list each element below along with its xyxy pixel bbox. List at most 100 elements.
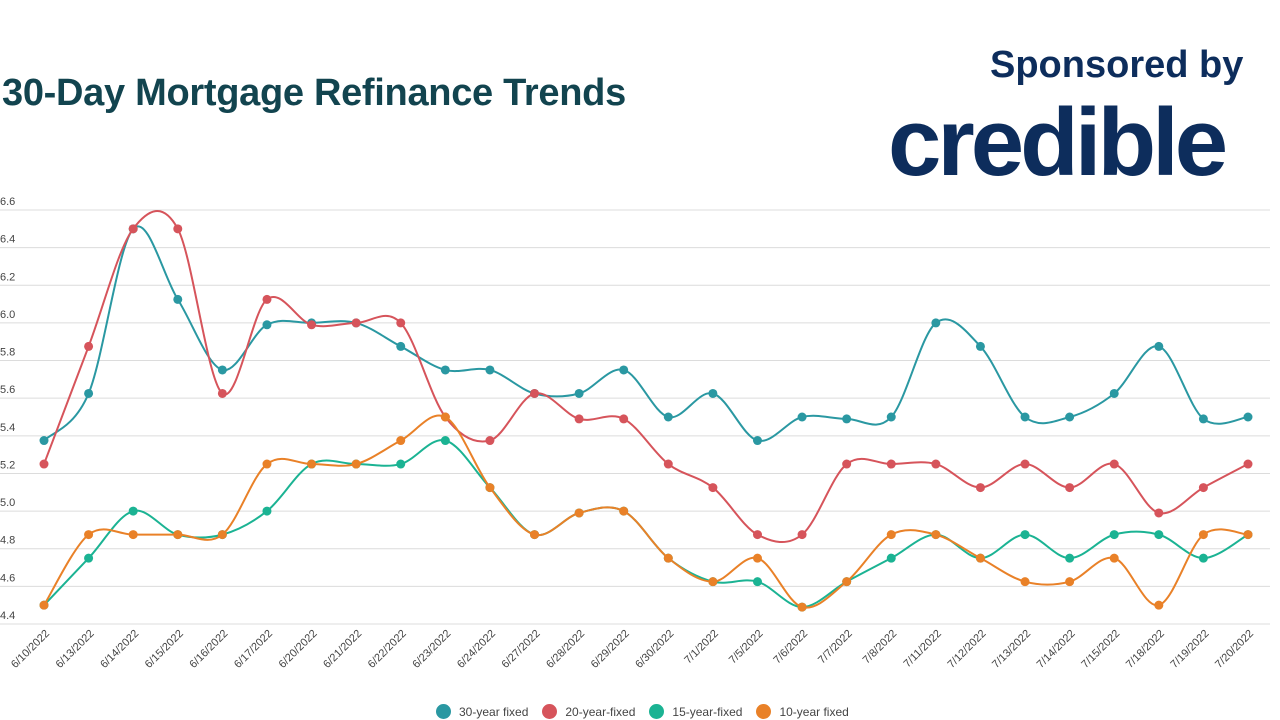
legend-swatch bbox=[649, 704, 665, 719]
data-point bbox=[173, 224, 183, 234]
data-point bbox=[128, 224, 138, 234]
legend-item[interactable]: 15-year-fixed bbox=[649, 704, 742, 719]
y-tick-label: 4.4 bbox=[0, 610, 15, 622]
x-tick-label: 7/6/2022 bbox=[771, 628, 810, 667]
page-title: 30-Day Mortgage Refinance Trends bbox=[2, 72, 626, 114]
data-point bbox=[886, 530, 896, 540]
data-point bbox=[128, 506, 138, 516]
data-point bbox=[1154, 341, 1164, 351]
data-point bbox=[396, 341, 406, 351]
data-point bbox=[842, 577, 852, 587]
data-point bbox=[1154, 530, 1164, 540]
data-point bbox=[1243, 412, 1253, 422]
x-tick-label: 7/18/2022 bbox=[1124, 628, 1167, 671]
x-tick-label: 6/13/2022 bbox=[54, 628, 97, 671]
data-point bbox=[173, 294, 183, 304]
data-point bbox=[440, 365, 450, 375]
x-tick-label: 6/10/2022 bbox=[9, 628, 52, 671]
legend-label: 10-year fixed bbox=[779, 704, 849, 719]
x-tick-label: 7/19/2022 bbox=[1168, 628, 1211, 671]
data-point bbox=[1065, 577, 1075, 587]
data-point bbox=[1065, 483, 1075, 493]
data-point bbox=[1020, 459, 1030, 469]
x-tick-label: 7/12/2022 bbox=[945, 628, 988, 671]
legend-swatch bbox=[542, 704, 558, 719]
series-line-0 bbox=[43, 225, 1249, 442]
data-point bbox=[1198, 483, 1208, 493]
y-tick-label: 6.6 bbox=[0, 196, 15, 208]
x-tick-label: 6/22/2022 bbox=[366, 628, 409, 671]
data-point bbox=[84, 530, 94, 540]
data-point bbox=[1198, 553, 1208, 563]
data-point bbox=[797, 602, 807, 612]
data-point bbox=[1020, 412, 1030, 422]
y-tick-label: 6.2 bbox=[0, 271, 15, 283]
data-point bbox=[485, 436, 495, 446]
data-point bbox=[84, 341, 94, 351]
data-point bbox=[1109, 530, 1119, 540]
x-tick-label: 6/15/2022 bbox=[143, 628, 186, 671]
data-point bbox=[797, 412, 807, 422]
data-point bbox=[39, 600, 49, 610]
data-point bbox=[173, 530, 183, 540]
legend: 30-year fixed 20-year-fixed 15-year-fixed 1… bbox=[436, 704, 849, 719]
data-point bbox=[396, 318, 406, 328]
legend-item[interactable]: 30-year fixed bbox=[436, 704, 528, 719]
data-point bbox=[262, 294, 272, 304]
y-tick-label: 4.6 bbox=[0, 572, 15, 584]
sponsor-text: Sponsored by bbox=[990, 44, 1244, 86]
legend-item[interactable]: 20-year-fixed bbox=[542, 704, 635, 719]
data-point bbox=[663, 412, 673, 422]
legend-item[interactable]: 10-year fixed bbox=[756, 704, 849, 719]
data-point bbox=[351, 459, 361, 469]
data-point bbox=[39, 459, 49, 469]
legend-swatch bbox=[436, 704, 451, 719]
data-point bbox=[262, 459, 272, 469]
x-tick-label: 6/16/2022 bbox=[187, 628, 230, 671]
data-point bbox=[752, 530, 762, 540]
data-point bbox=[886, 459, 896, 469]
x-tick-label: 7/5/2022 bbox=[727, 628, 766, 667]
data-point bbox=[307, 459, 317, 469]
y-tick-label: 5.8 bbox=[0, 347, 15, 359]
data-point bbox=[396, 436, 406, 446]
data-point bbox=[1020, 577, 1030, 587]
data-point bbox=[1109, 459, 1119, 469]
data-point bbox=[1109, 388, 1119, 398]
data-point bbox=[619, 506, 629, 516]
x-tick-label: 7/15/2022 bbox=[1079, 628, 1122, 671]
y-tick-label: 5.0 bbox=[0, 497, 15, 509]
data-point bbox=[84, 553, 94, 563]
data-point bbox=[752, 577, 762, 587]
x-tick-label: 6/23/2022 bbox=[410, 628, 453, 671]
data-point bbox=[440, 436, 450, 446]
legend-swatch bbox=[756, 704, 772, 719]
data-point bbox=[797, 530, 807, 540]
x-tick-label: 6/14/2022 bbox=[98, 628, 141, 671]
data-point bbox=[1198, 414, 1208, 424]
data-point bbox=[886, 412, 896, 422]
data-point bbox=[975, 483, 985, 493]
y-tick-label: 4.8 bbox=[0, 535, 15, 547]
data-point bbox=[128, 530, 138, 540]
data-point bbox=[619, 414, 629, 424]
data-point bbox=[39, 436, 49, 446]
x-tick-label: 7/20/2022 bbox=[1213, 628, 1256, 671]
data-point bbox=[931, 530, 941, 540]
series-line-1 bbox=[43, 210, 1249, 543]
data-point bbox=[708, 577, 718, 587]
data-point bbox=[574, 508, 584, 518]
data-point bbox=[1065, 412, 1075, 422]
data-point bbox=[440, 412, 450, 422]
x-tick-label: 7/11/2022 bbox=[901, 628, 944, 671]
data-point bbox=[619, 365, 629, 375]
x-tick-label: 7/14/2022 bbox=[1035, 628, 1078, 671]
data-point bbox=[842, 459, 852, 469]
data-point bbox=[752, 436, 762, 446]
data-point bbox=[307, 320, 317, 330]
data-point bbox=[1020, 530, 1030, 540]
x-tick-label: 6/29/2022 bbox=[589, 628, 632, 671]
x-tick-label: 7/7/2022 bbox=[816, 628, 855, 667]
data-point bbox=[530, 388, 540, 398]
